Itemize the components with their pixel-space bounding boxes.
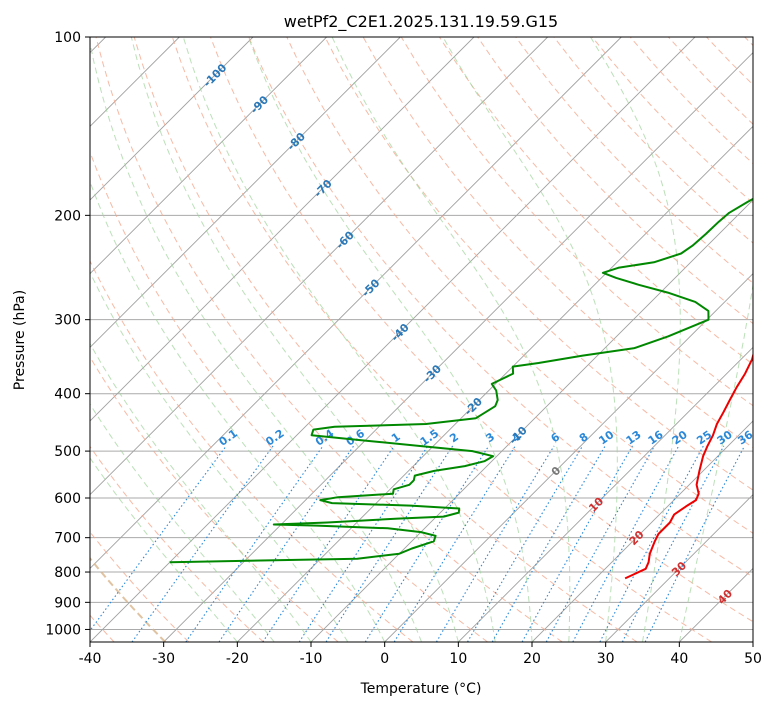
y-axis: 100 200 300 400 500 600 700 800 900 1000: [45, 30, 90, 638]
isotherm-line: [163, 52, 753, 642]
dry-adiabat: [248, 37, 753, 578]
x-tick-label: 10: [449, 651, 467, 667]
mixing-ratio-line: [644, 445, 746, 642]
moist-adiabat: [90, 342, 312, 642]
dry-adiabat: [90, 556, 167, 642]
y-tick-label: 200: [54, 208, 81, 224]
mixing-ratio-line: [131, 445, 274, 642]
dry-adiabat: [171, 37, 712, 642]
x-tick-label: 30: [597, 651, 615, 667]
isotherm-line: [458, 346, 753, 642]
moist-adiabat: [331, 37, 571, 642]
mixing-ratio-line: [621, 445, 725, 642]
moist-adiabat: [590, 37, 681, 642]
dry-adiabat: [90, 445, 264, 642]
moist-adiabat: [442, 37, 618, 642]
mixing-ratio-line: [393, 445, 516, 642]
x-tick-label: 20: [523, 651, 541, 667]
x-tick-label: 40: [670, 651, 688, 667]
isotherm-line: [90, 37, 401, 348]
dewpoint-profile: [169, 197, 753, 564]
mixing-ratio-line: [262, 445, 395, 642]
plot-frame: [89, 36, 754, 643]
profiles: [169, 197, 753, 580]
x-tick-label: 0: [380, 651, 389, 667]
mixing-ratio-line: [298, 445, 429, 642]
mixing-ratio-line: [521, 445, 633, 642]
isotherm-line: [90, 37, 327, 275]
moist-adiabat: [678, 282, 753, 642]
isotherm-line: [237, 125, 753, 642]
dry-adiabat: [133, 37, 638, 642]
y-tick-label: 100: [54, 30, 81, 46]
mixing-ratio-line: [435, 445, 555, 642]
y-tick-label: 400: [54, 387, 81, 403]
moist-adiabat: [182, 37, 496, 642]
y-axis-label: Pressure (hPa): [12, 290, 28, 390]
mixing-ratio-line: [545, 445, 656, 642]
x-axis: -40 -30 -20 -10 0 10 20 30 40 50: [79, 642, 762, 667]
moist-adiabat: [90, 403, 275, 642]
y-tick-label: 600: [54, 491, 81, 507]
x-tick-label: -10: [300, 651, 323, 667]
moist-adiabat: [90, 40, 422, 642]
x-tick-label: 50: [744, 651, 762, 667]
dry-adiabat: [324, 37, 753, 491]
y-tick-label: 1000: [45, 622, 81, 638]
x-tick-label: -20: [226, 651, 249, 667]
isotherm-line: [90, 37, 622, 569]
x-tick-label: -40: [79, 651, 102, 667]
isotherm-line: [531, 420, 753, 642]
moist-adiabat: [247, 37, 533, 642]
dry-adiabat: [286, 37, 753, 534]
y-tick-label: 300: [54, 313, 81, 329]
mixing-ratio-line: [467, 445, 584, 642]
temperature-profile: [624, 351, 753, 580]
dry-adiabat: [90, 259, 414, 642]
isotherm-line: [384, 273, 753, 642]
isotherm-line: [605, 494, 753, 642]
y-tick-label: 800: [54, 565, 81, 581]
chart-title: wetPf2_C2E1.2025.131.19.59.G15: [284, 12, 558, 32]
moist-adiabat: [90, 457, 238, 642]
dry-adiabat: [515, 37, 753, 284]
x-tick-label: -30: [152, 651, 175, 667]
isotherm-line: [90, 37, 254, 201]
dry-adiabat: [210, 37, 753, 623]
mixing-ratio-label: 36: [735, 428, 755, 448]
moist-adiabat: [130, 37, 459, 642]
moist-adiabat: [90, 271, 349, 642]
dry-adiabat: [90, 356, 339, 642]
dry-adiabat: [95, 37, 563, 642]
y-tick-label: 500: [54, 444, 81, 460]
y-tick-label: 700: [54, 531, 81, 547]
isotherm-line: [90, 37, 475, 422]
x-axis-label: Temperature (°C): [360, 681, 482, 697]
mixing-ratio-line: [325, 445, 454, 642]
mixing-ratio-line: [364, 445, 490, 642]
mixing-ratio-line: [218, 445, 355, 642]
background-lines: [90, 37, 753, 642]
y-tick-label: 900: [54, 595, 81, 611]
isotherm-line: [90, 37, 548, 496]
mixing-ratio-line: [185, 445, 324, 642]
